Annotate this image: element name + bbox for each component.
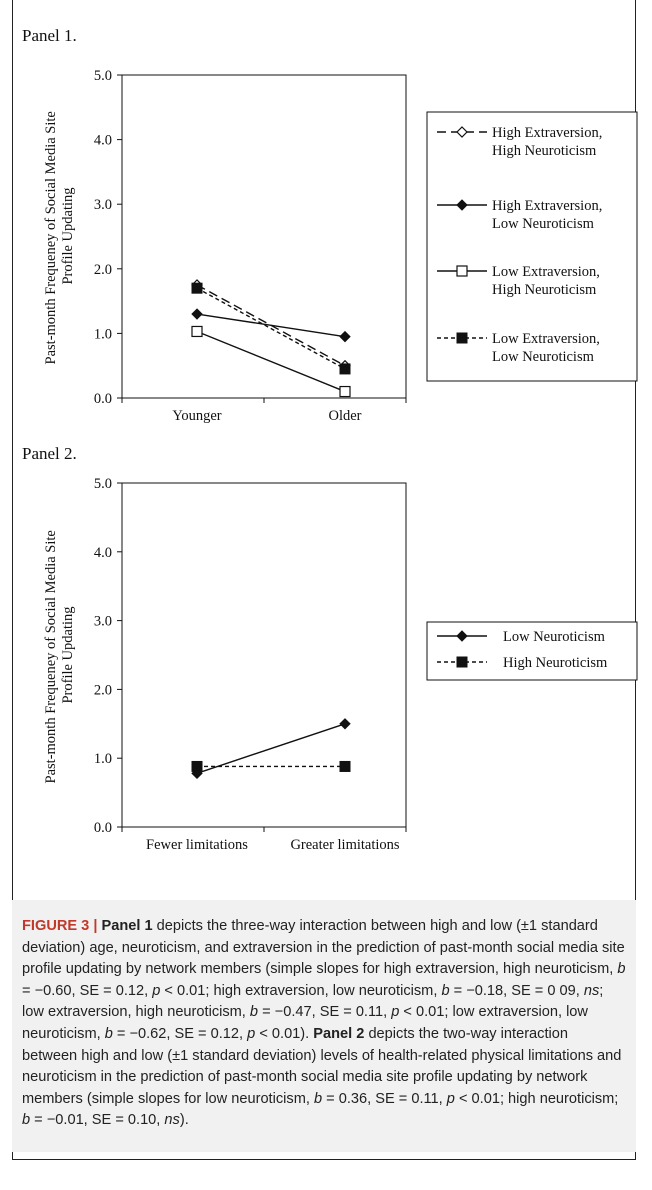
y-tick-label: 4.0 <box>94 133 112 149</box>
x-tick-label: Older <box>328 408 361 424</box>
data-point <box>339 760 351 772</box>
y-tick-label: 4.0 <box>94 545 112 561</box>
legend-label: High Extraversion, Low Neuroticism <box>492 198 602 232</box>
y-tick-label: 0.0 <box>94 391 112 407</box>
caption-text: < 0.01; high extraversion, low neurotici… <box>160 982 442 999</box>
caption-symbol: ns <box>164 1112 180 1129</box>
caption-text: = 0.36, SE = 0.11, <box>322 1090 447 1107</box>
y-tick-label: 0.0 <box>94 820 112 836</box>
figure-frame <box>12 0 636 1160</box>
y-tick-label: 2.0 <box>94 262 112 278</box>
caption-panel-1-label: Panel 1 <box>101 918 153 934</box>
series-line <box>196 287 346 370</box>
caption-text: < 0.01; low extraversion, low neuroticis… <box>22 1004 588 1042</box>
caption-text: ). <box>179 1112 189 1129</box>
legend-label: Low Extraversion, High Neuroticism <box>492 264 600 298</box>
panel-1-y-axis-label: Past-month Frequeney of Social Media Sit… <box>43 108 76 365</box>
caption-text: = −0.47, SE = 0.11, <box>258 1004 392 1021</box>
legend-label: Low Extraversion, Low Neuroticism <box>492 331 600 365</box>
panel-2-x-axis: Fewer limitations Greater limitations <box>121 827 407 853</box>
data-point <box>191 282 203 294</box>
panel-1-plot-area <box>121 74 407 399</box>
caption-text: < 0.01; high neuroticism; <box>454 1090 619 1107</box>
panel-2-y-axis: 0.0 1.0 2.0 3.0 4.0 5.0 <box>94 476 122 836</box>
series-line <box>196 330 346 393</box>
panel-2: Panel 2. 0.0 1.0 2.0 3.0 4.0 5.0 Fewer limita… <box>22 444 638 853</box>
x-tick-label: Fewer limitations <box>146 837 248 853</box>
caption-symbol: b <box>617 961 626 978</box>
legend-marker <box>456 332 468 344</box>
data-point <box>339 363 351 375</box>
legend-marker <box>456 656 468 668</box>
data-point <box>191 760 203 772</box>
panel-1-y-axis: 0.0 1.0 2.0 3.0 4.0 5.0 <box>94 68 122 407</box>
figure-svg: Panel 1. 0.0 1.0 2.0 3.0 4.0 5.0 Younger Older… <box>22 26 638 853</box>
caption-figure-label: FIGURE 3 | <box>22 918 98 934</box>
panel-1-legend-items: High Extraversion, High Neuroticism High E… <box>437 125 602 365</box>
y-tick-label: 1.0 <box>94 751 112 767</box>
data-point <box>191 325 203 338</box>
caption-symbol: p <box>152 982 161 999</box>
caption-symbol: p <box>247 1025 256 1042</box>
legend-marker <box>456 265 468 277</box>
x-tick-label: Younger <box>172 408 221 424</box>
caption-symbol: b <box>22 1112 31 1129</box>
caption-symbol: b <box>104 1025 113 1042</box>
panel-2-legend-items: Low Neuroticism High Neuroticism <box>437 629 608 671</box>
panel-2-plot-area <box>121 482 407 828</box>
series-line <box>196 313 346 338</box>
series-line <box>196 723 346 774</box>
legend-label: High Extraversion, High Neuroticism <box>492 125 602 159</box>
caption-text: depicts the three-way interaction betwee… <box>22 918 625 978</box>
caption-symbol: p <box>391 1004 400 1021</box>
caption-text: = −0.18, SE = 0 09, <box>449 982 584 999</box>
caption-text: = −0.60, SE = 0.12, <box>22 982 153 999</box>
panel-1-label: Panel 1. <box>22 26 77 45</box>
caption-symbol: b <box>249 1004 259 1021</box>
caption-symbol: ns <box>583 982 600 999</box>
x-tick-label: Greater limitations <box>290 837 399 853</box>
data-point <box>339 385 351 398</box>
legend-label: Low Neuroticism <box>503 629 606 645</box>
panel-2-series <box>191 718 351 779</box>
caption-text: ; low extraversion, high neuroticism, <box>22 982 604 1021</box>
caption-text: depicts the two-way interaction between … <box>22 1025 622 1107</box>
y-tick-label: 5.0 <box>94 476 112 492</box>
caption-text: < 0.01). <box>255 1025 314 1042</box>
caption-text: = −0.01, SE = 0.10, <box>30 1112 165 1129</box>
panel-1-x-axis: Younger Older <box>121 398 407 424</box>
caption-symbol: b <box>441 982 450 999</box>
legend-label: High Neuroticism <box>503 655 608 671</box>
caption-text: = −0.62, SE = 0.12, <box>112 1025 248 1042</box>
figure-caption: FIGURE 3 | Panel 1 depicts the three-way… <box>12 900 636 1152</box>
caption-symbol: b <box>313 1090 323 1107</box>
y-tick-label: 3.0 <box>94 614 112 630</box>
caption-symbol: p <box>446 1090 455 1107</box>
panel-2-label: Panel 2. <box>22 444 77 463</box>
panel-1-series <box>191 279 351 398</box>
y-tick-label: 2.0 <box>94 682 112 698</box>
y-tick-label: 1.0 <box>94 326 112 342</box>
y-tick-label: 5.0 <box>94 68 112 84</box>
caption-panel-2-label: Panel 2 <box>313 1025 365 1042</box>
panel-1: Panel 1. 0.0 1.0 2.0 3.0 4.0 5.0 Younger Older… <box>22 26 638 424</box>
panel-2-y-axis-label: Past-month Frequeney of Social Media Sit… <box>43 527 76 784</box>
y-tick-label: 3.0 <box>94 197 112 213</box>
